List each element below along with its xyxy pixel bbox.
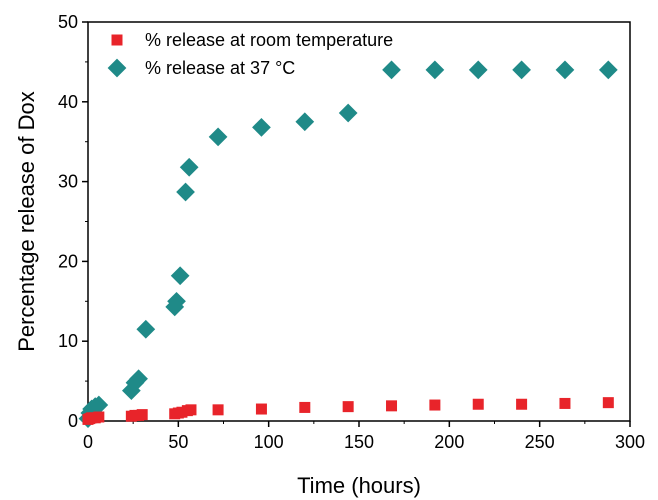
y-tick-label: 0 — [68, 411, 78, 431]
data-point-diamond — [208, 127, 228, 147]
y-tick-label: 40 — [58, 92, 78, 112]
legend: % release at room temperature % release a… — [107, 30, 393, 78]
data-point-diamond — [179, 157, 199, 177]
y-tick-label: 20 — [58, 251, 78, 271]
data-point-diamond — [252, 117, 271, 137]
data-point-square — [255, 403, 267, 415]
data-point-diamond — [176, 182, 195, 202]
data-point-diamond — [512, 60, 531, 80]
data-point-diamond — [338, 103, 358, 123]
data-point-diamond — [295, 112, 315, 132]
data-point-square — [429, 399, 441, 411]
x-axis-title: Time (hours) — [297, 473, 421, 498]
data-point-diamond — [425, 60, 445, 80]
data-point-diamond — [136, 319, 156, 339]
data-point-diamond — [598, 60, 618, 80]
legend-marker-square — [111, 34, 123, 46]
x-tick-label: 0 — [83, 432, 93, 452]
x-tick-label: 250 — [525, 432, 555, 452]
data-point-square — [93, 411, 105, 423]
data-point-square — [185, 404, 197, 416]
y-axis-ticks: 0 10 20 30 40 50 — [58, 12, 88, 431]
data-point-square — [559, 397, 571, 409]
data-point-diamond — [167, 291, 186, 311]
series-room-temperature — [82, 397, 614, 425]
data-point-diamond — [122, 381, 141, 401]
series-layer — [78, 60, 618, 428]
data-point-diamond — [555, 60, 575, 80]
y-axis-title: Percentage release of Dox — [14, 91, 39, 352]
data-point-diamond — [382, 60, 401, 80]
x-tick-label: 200 — [434, 432, 464, 452]
data-point-diamond — [468, 60, 488, 80]
data-point-square — [602, 397, 614, 409]
x-tick-label: 150 — [344, 432, 374, 452]
data-point-square — [212, 404, 224, 416]
legend-label: % release at 37 °C — [145, 58, 295, 78]
data-point-square — [516, 398, 528, 410]
y-tick-label: 50 — [58, 12, 78, 32]
x-axis-ticks: 0 50 100 150 200 250 300 — [83, 421, 645, 452]
x-tick-label: 100 — [254, 432, 284, 452]
data-point-square — [299, 401, 311, 413]
legend-label: % release at room temperature — [145, 30, 393, 50]
data-point-square — [472, 398, 484, 410]
x-tick-label: 50 — [168, 432, 188, 452]
data-point-square — [342, 401, 354, 413]
data-point-square — [386, 400, 398, 412]
data-point-diamond — [170, 266, 190, 286]
data-point-diamond — [129, 369, 148, 389]
plot-area — [87, 21, 631, 422]
data-point-square — [136, 409, 148, 421]
legend-marker-diamond — [107, 58, 127, 78]
x-tick-label: 300 — [615, 432, 645, 452]
plot-frame — [87, 21, 631, 422]
y-tick-label: 30 — [58, 172, 78, 192]
y-tick-label: 10 — [58, 331, 78, 351]
data-point-diamond — [89, 395, 109, 415]
series-37c — [78, 60, 618, 428]
